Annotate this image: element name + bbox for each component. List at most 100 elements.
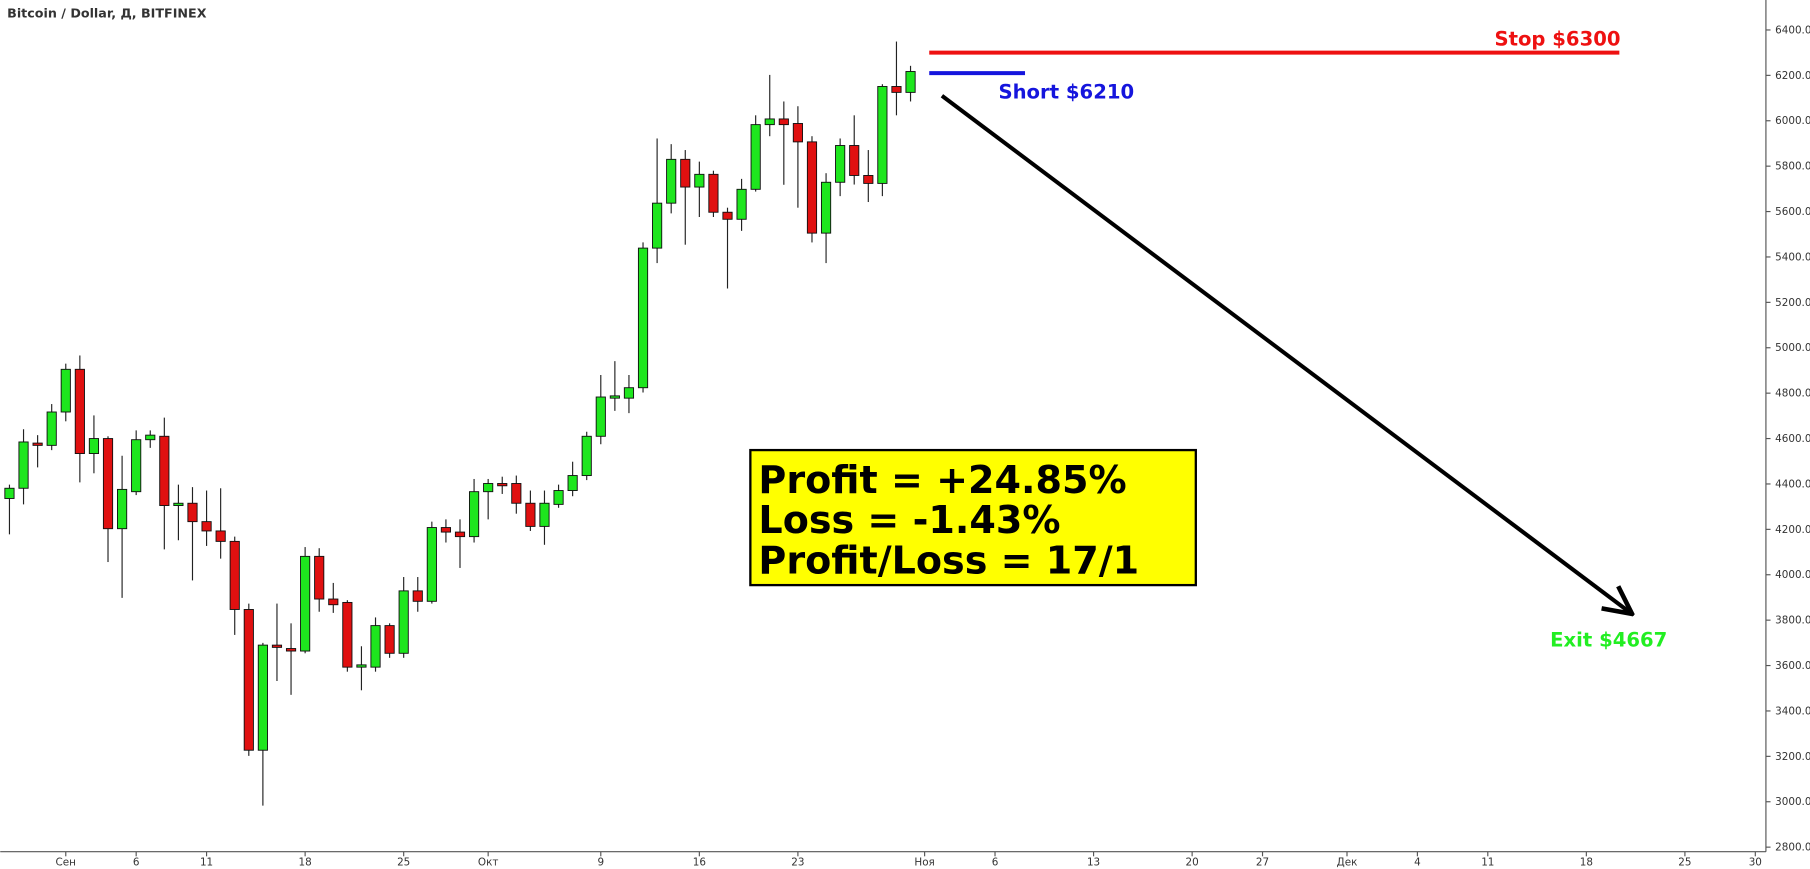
- x-tick-label: Дек: [1337, 857, 1358, 869]
- level-label: Short $6210: [998, 80, 1134, 103]
- candle-body: [201, 521, 212, 532]
- level-label: Stop $6300: [1494, 28, 1620, 51]
- candle-body: [764, 118, 775, 126]
- y-tick-label: 3000.0: [1775, 796, 1810, 808]
- candle-body: [131, 439, 142, 493]
- y-tick-label: 6400.0: [1775, 24, 1810, 36]
- candle-body: [46, 411, 57, 446]
- x-tick-label: 25: [1678, 857, 1691, 869]
- candle-body: [497, 483, 508, 487]
- candle-body: [806, 141, 818, 234]
- y-tick-label: 4400.0: [1775, 478, 1810, 490]
- candle-body: [849, 145, 860, 176]
- x-tick-label: 11: [1481, 857, 1494, 869]
- candle-body: [18, 441, 29, 489]
- y-tick-label: 4800.0: [1775, 388, 1810, 400]
- candle-body: [581, 435, 592, 477]
- x-tick-label: 4: [1414, 857, 1421, 869]
- candle-body: [877, 86, 888, 184]
- candle-body: [905, 71, 916, 93]
- x-tick-label: Ноя: [914, 857, 934, 869]
- candle-body: [300, 555, 311, 652]
- candle-body: [609, 395, 620, 399]
- candle-body: [440, 527, 451, 533]
- candle-body: [553, 490, 564, 505]
- x-tick-label: 25: [397, 857, 410, 869]
- summary-line: Loss = -1.43%: [758, 498, 1060, 542]
- x-tick-label: 6: [133, 857, 140, 869]
- candle-body: [32, 442, 43, 446]
- y-tick-label: 3400.0: [1775, 705, 1810, 717]
- x-tick-label: 16: [693, 857, 706, 869]
- candle-body: [159, 435, 170, 506]
- y-tick-label: 3600.0: [1775, 660, 1810, 672]
- candle-body: [356, 664, 367, 668]
- y-tick-label: 5400.0: [1775, 251, 1810, 263]
- candle-body: [88, 438, 100, 454]
- candle-body: [243, 609, 254, 751]
- x-tick-label: 11: [200, 857, 213, 869]
- y-tick-label: 4600.0: [1775, 433, 1810, 445]
- candle-body: [539, 502, 550, 527]
- x-tick-label: 27: [1256, 857, 1269, 869]
- candle-body: [666, 158, 677, 204]
- candle-body: [60, 368, 71, 413]
- x-tick-label: 23: [791, 857, 804, 869]
- x-tick-label: Сен: [56, 857, 76, 869]
- candle-body: [229, 540, 240, 610]
- candle-body: [370, 625, 381, 668]
- candle-body: [637, 247, 649, 389]
- candle-body: [271, 644, 283, 648]
- candle-body: [511, 483, 522, 504]
- x-tick-label: 6: [992, 857, 999, 869]
- candle-body: [398, 590, 409, 654]
- candle-body: [652, 202, 663, 249]
- y-tick-label: 5000.0: [1775, 342, 1810, 354]
- candle-body: [173, 502, 184, 506]
- candle-body: [623, 387, 635, 399]
- candle-body: [483, 483, 494, 493]
- candle-body: [426, 527, 437, 602]
- candle-body: [708, 173, 719, 213]
- candle-body: [525, 502, 536, 527]
- summary-line: Profit/Loss = 17/1: [758, 539, 1139, 583]
- y-tick-label: 4200.0: [1775, 524, 1810, 536]
- candle-body: [314, 555, 325, 600]
- x-tick-label: 9: [597, 857, 604, 869]
- candle-body: [412, 590, 423, 602]
- y-tick-label: 3200.0: [1775, 751, 1810, 763]
- trend-arrow: [940, 94, 1632, 614]
- summary-box: [749, 448, 1197, 587]
- x-tick-label: 13: [1087, 857, 1100, 869]
- chart-title: Bitcoin / Dollar, Д, BITFINEX: [7, 5, 207, 20]
- candle-body: [736, 188, 747, 220]
- x-tick-label: 18: [1580, 857, 1593, 869]
- x-tick-label: 30: [1749, 857, 1762, 869]
- candle-body: [680, 158, 691, 188]
- y-tick-label: 6200.0: [1775, 70, 1810, 82]
- candle-body: [820, 181, 832, 234]
- candle-body: [792, 123, 803, 143]
- candle-body: [722, 211, 733, 220]
- candle-body: [285, 648, 297, 652]
- candle-body: [468, 491, 480, 538]
- y-tick-label: 5600.0: [1775, 206, 1810, 218]
- candle-body: [694, 173, 705, 188]
- candle-body: [117, 488, 128, 530]
- candle-body: [102, 438, 114, 530]
- candle-body: [328, 598, 339, 606]
- candle-body: [145, 434, 156, 441]
- candle-body: [778, 118, 789, 126]
- y-tick-label: 6000.0: [1775, 115, 1810, 127]
- candle-body: [595, 396, 606, 437]
- candle-body: [567, 475, 578, 492]
- candle-body: [863, 175, 874, 184]
- candle-body: [187, 502, 198, 523]
- candle-body: [891, 86, 902, 93]
- x-tick-label: Окт: [478, 857, 498, 869]
- candle-body: [454, 531, 466, 538]
- y-tick-label: 3800.0: [1775, 615, 1810, 627]
- candle-body: [835, 145, 846, 183]
